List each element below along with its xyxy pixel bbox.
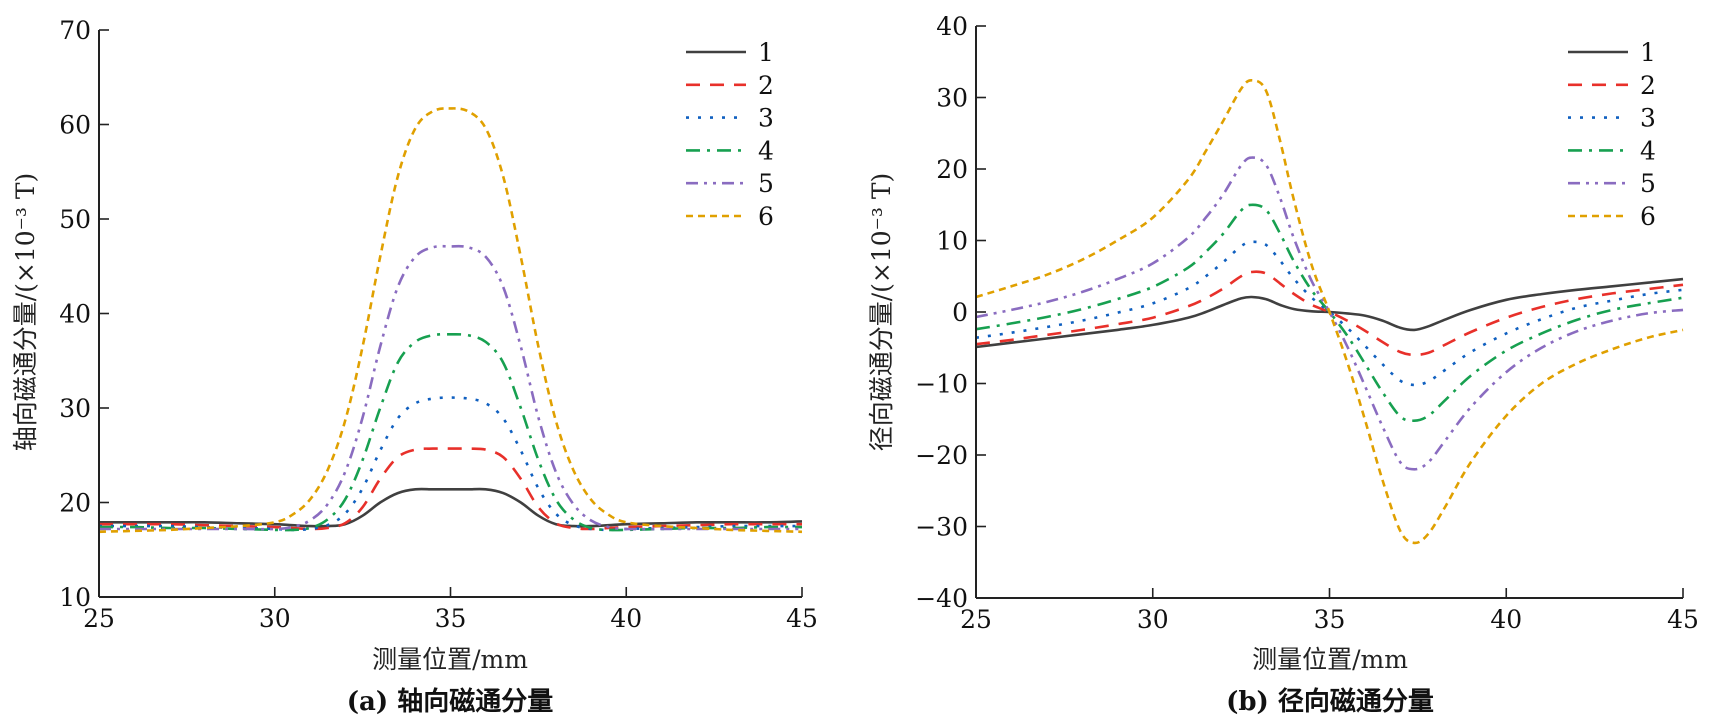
x-tick-label: 45 xyxy=(786,604,818,633)
y-tick-label: −40 xyxy=(915,584,968,613)
series-line-4 xyxy=(98,332,803,532)
panel-a-caption: (a) 轴向磁通分量 xyxy=(347,686,554,717)
legend-label-2: 2 xyxy=(1640,71,1656,100)
y-tick-label: 70 xyxy=(59,16,91,45)
panel-b-legend: 1 2 3 4 5 6 xyxy=(1568,38,1656,231)
y-tick-label: 30 xyxy=(59,394,91,423)
x-tick-label: 30 xyxy=(1137,605,1169,634)
x-tick-label: 25 xyxy=(960,605,992,634)
panel-a-x-ticks: 25 30 35 40 45 xyxy=(83,587,818,633)
legend-label-3: 3 xyxy=(1640,104,1656,133)
legend-label-4: 4 xyxy=(758,136,774,165)
series-line-1 xyxy=(975,277,1684,349)
x-tick-label: 40 xyxy=(610,604,642,633)
series-line-5 xyxy=(99,244,802,531)
y-tick-label: 20 xyxy=(936,155,968,184)
panel-b-y-ticks: −40 −30 −20 −10 0 10 20 30 40 xyxy=(915,12,986,613)
series-line-6 xyxy=(98,107,803,534)
x-tick-label: 35 xyxy=(435,604,467,633)
y-tick-label: 20 xyxy=(59,489,91,518)
panel-a-y-ticks: 10 20 30 40 50 60 70 xyxy=(59,16,109,612)
y-tick-label: 40 xyxy=(59,300,91,329)
series-line-3 xyxy=(98,396,802,532)
y-tick-label: 0 xyxy=(952,298,968,327)
legend-label-5: 5 xyxy=(1640,169,1656,198)
panel-a-x-axis-label: 测量位置/mm xyxy=(372,645,528,674)
x-tick-label: 45 xyxy=(1667,605,1699,634)
x-tick-label: 25 xyxy=(83,604,115,633)
y-tick-label: 40 xyxy=(936,12,968,41)
y-tick-label: 10 xyxy=(59,583,91,612)
panel-b-plot-area xyxy=(975,78,1684,545)
legend-label-4: 4 xyxy=(1640,136,1656,165)
legend-label-5: 5 xyxy=(758,169,774,198)
series-line-5 xyxy=(975,156,1684,471)
legend-label-2: 2 xyxy=(758,71,774,100)
y-tick-label: 30 xyxy=(936,84,968,113)
panel-a-y-axis-label: 轴向磁通分量/(×10⁻³ T) xyxy=(11,173,40,452)
legend-label-1: 1 xyxy=(758,38,774,67)
legend-label-6: 6 xyxy=(1640,202,1656,231)
y-tick-label: 60 xyxy=(59,111,91,140)
y-tick-label: 50 xyxy=(59,205,91,234)
panel-b-y-axis-label: 径向磁通分量/(×10⁻³ T) xyxy=(867,173,896,452)
legend-label-3: 3 xyxy=(758,104,774,133)
y-tick-label: −20 xyxy=(915,441,968,470)
panel-a-plot-area xyxy=(98,107,803,534)
panel-b-x-ticks: 25 30 35 40 45 xyxy=(960,588,1699,634)
panel-b-x-axis-label: 测量位置/mm xyxy=(1252,645,1408,674)
x-tick-label: 30 xyxy=(259,604,291,633)
x-tick-label: 35 xyxy=(1314,605,1346,634)
series-line-2 xyxy=(99,447,802,531)
panel-a-legend: 1 2 3 4 5 6 xyxy=(686,38,774,231)
panel-b-caption: (b) 径向磁通分量 xyxy=(1226,686,1434,717)
y-tick-label: −10 xyxy=(915,370,968,399)
series-line-1 xyxy=(98,487,803,528)
x-tick-label: 40 xyxy=(1490,605,1522,634)
series-line-6 xyxy=(975,78,1684,545)
y-tick-label: 10 xyxy=(936,227,968,256)
legend-label-6: 6 xyxy=(758,202,774,231)
y-tick-label: −30 xyxy=(915,513,968,542)
legend-label-1: 1 xyxy=(1640,38,1656,67)
series-line-2 xyxy=(975,270,1684,357)
series-line-4 xyxy=(975,203,1684,423)
